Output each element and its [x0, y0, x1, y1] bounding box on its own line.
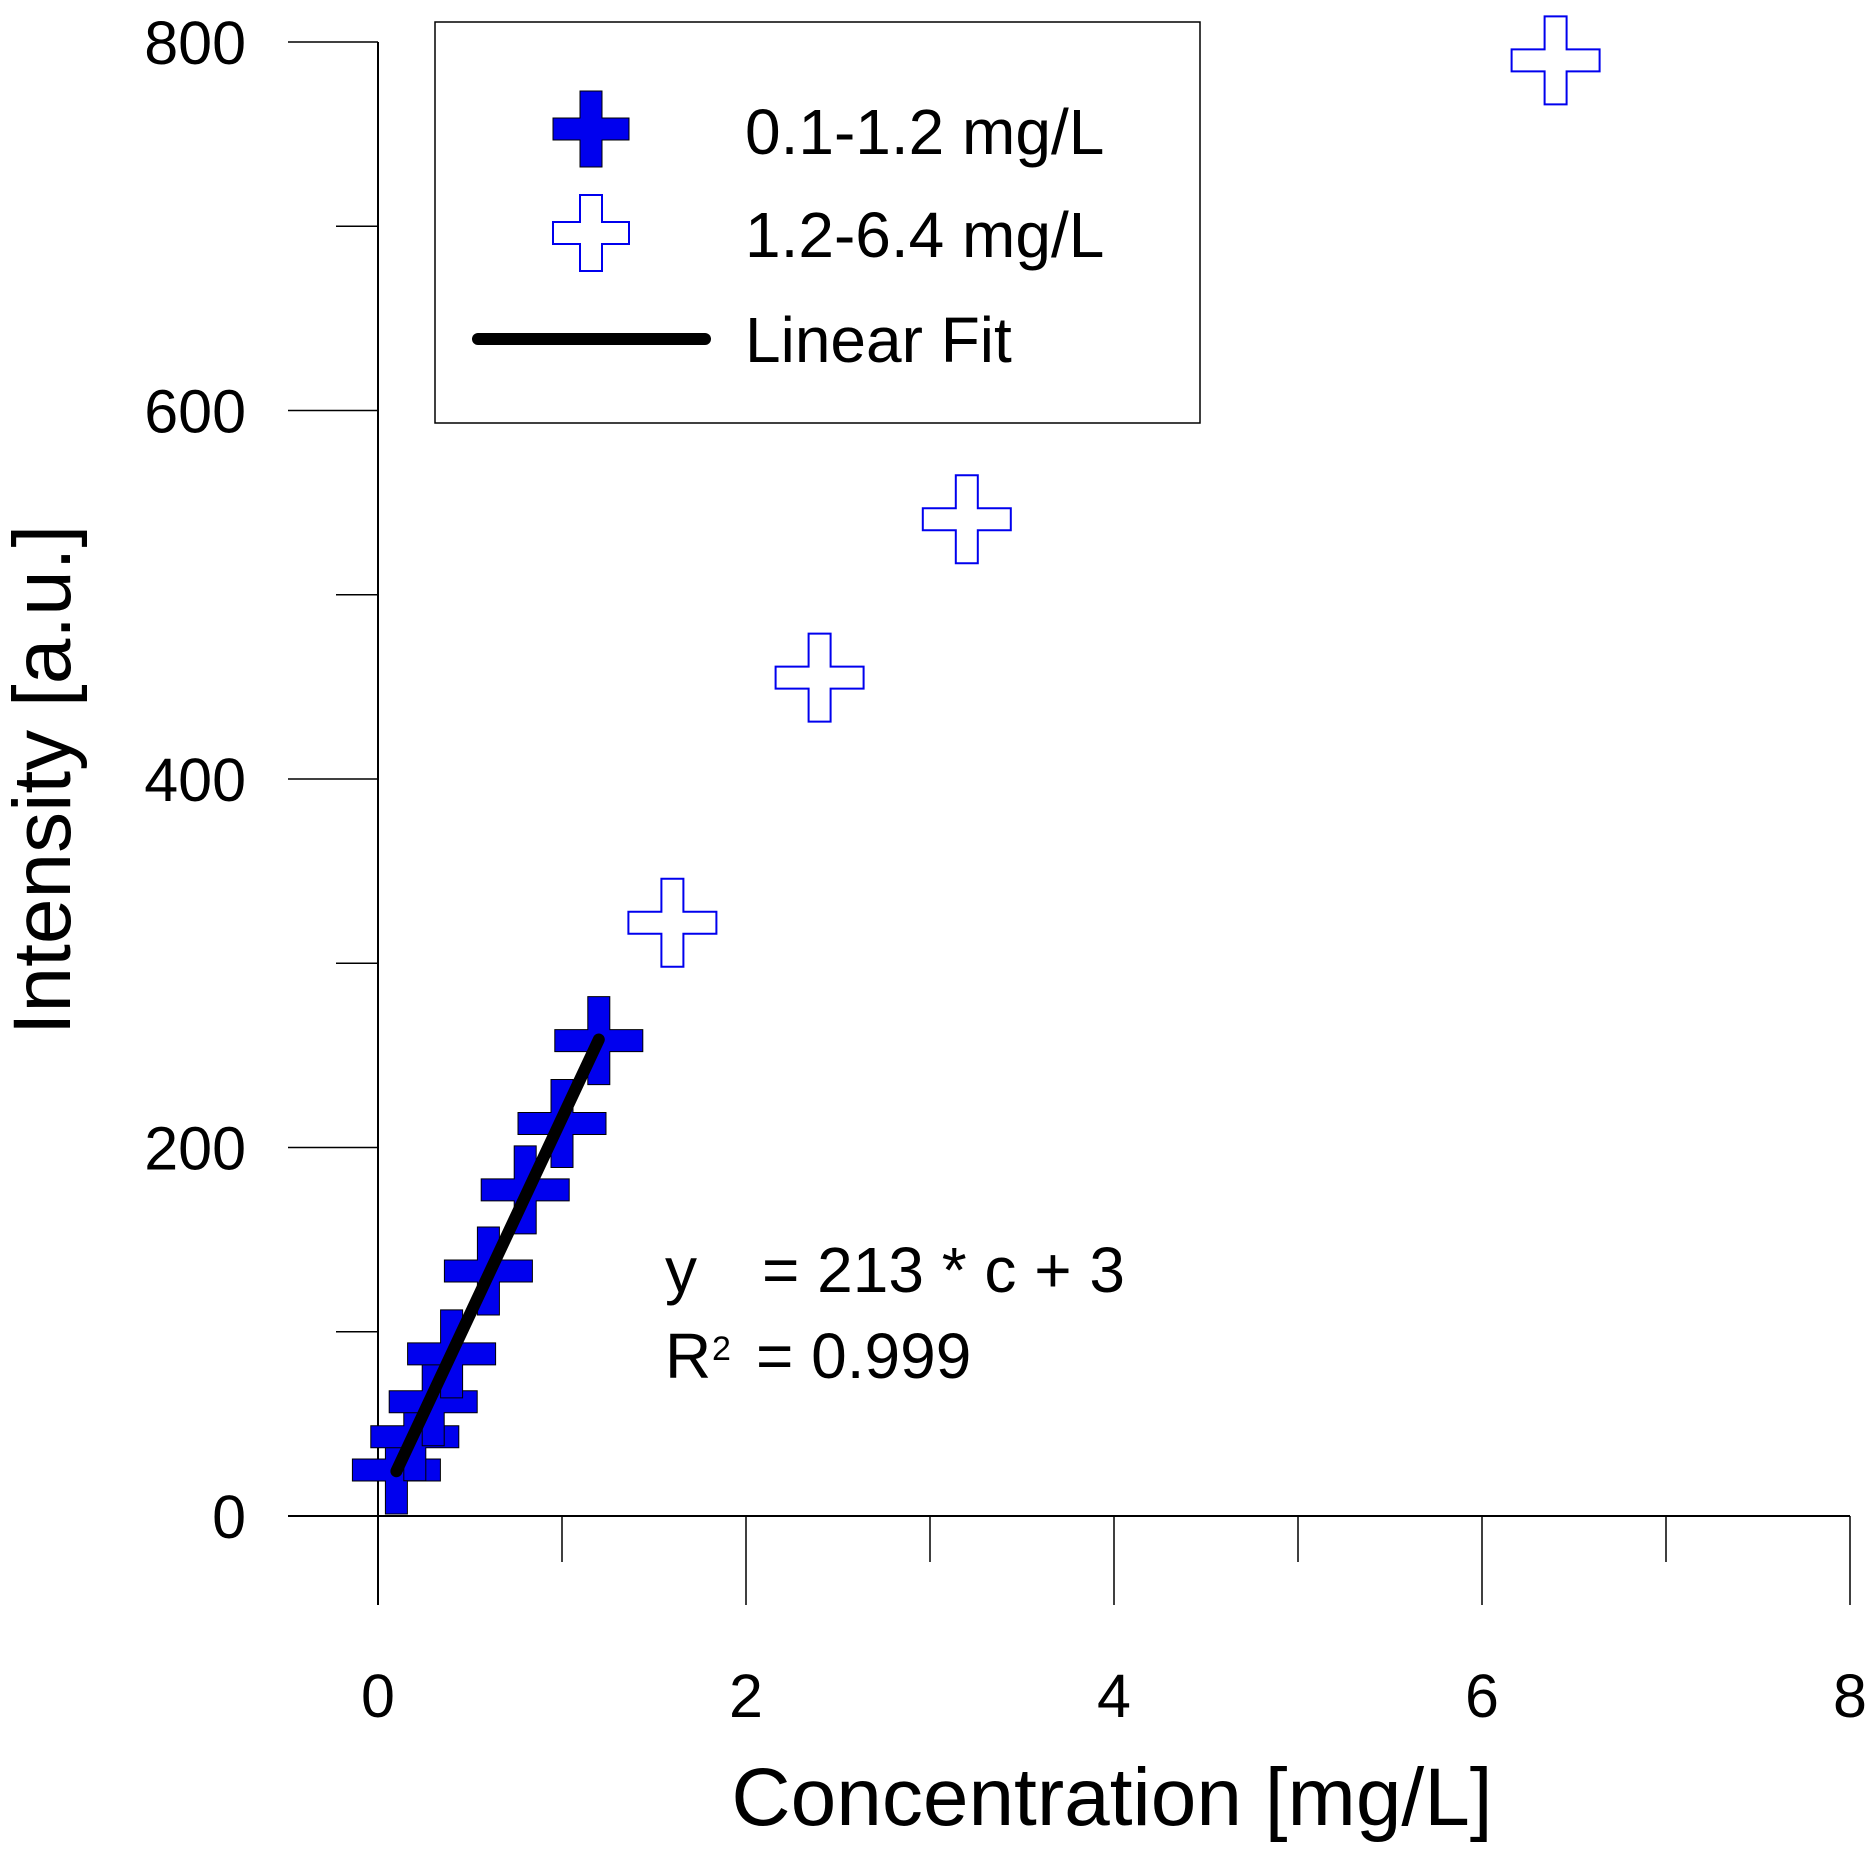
- y-tick-label: 0: [212, 1483, 246, 1551]
- x-axis-title: Concentration [mg/L]: [731, 1752, 1492, 1843]
- x-tick-label: 8: [1833, 1662, 1867, 1730]
- x-tick-label: 6: [1465, 1662, 1499, 1730]
- x-tick-label: 0: [361, 1662, 395, 1730]
- axes: [288, 42, 1850, 1605]
- legend-markers: [552, 90, 630, 272]
- legend-label-series-1: 0.1-1.2 mg/L: [745, 96, 1104, 168]
- tick-marks: [288, 41, 1851, 1605]
- legend-marker-series-2: [552, 194, 630, 272]
- legend-marker-series-1: [552, 90, 630, 168]
- fit-equation: y = 213 * c + 3 R 2 = 0.999: [665, 1234, 1125, 1392]
- x-tick-label: 2: [729, 1662, 763, 1730]
- data-point-series-2: [1510, 15, 1601, 106]
- equation-y: y: [665, 1234, 697, 1306]
- equation-rhs: = 213 * c + 3: [762, 1234, 1125, 1306]
- r-squared-label: R: [665, 1320, 711, 1392]
- r-squared-value: = 0.999: [756, 1320, 971, 1392]
- fit-line: [390, 1033, 605, 1478]
- r-squared-superscript: 2: [712, 1330, 731, 1368]
- data-point-series-2: [921, 474, 1012, 565]
- linear-fit: [390, 1033, 605, 1478]
- y-tick-label: 600: [144, 378, 246, 446]
- data-point-series-2: [627, 877, 718, 968]
- legend-label-series-2: 1.2-6.4 mg/L: [745, 199, 1104, 271]
- data-point-series-2: [774, 632, 865, 723]
- x-tick-label: 4: [1097, 1662, 1131, 1730]
- y-axis-title: Intensity [a.u.]: [0, 525, 88, 1036]
- legend: 0.1-1.2 mg/L 1.2-6.4 mg/L Linear Fit: [434, 21, 1201, 424]
- y-tick-label: 800: [144, 9, 246, 77]
- legend-label-fit: Linear Fit: [745, 304, 1012, 376]
- y-tick-label: 200: [144, 1115, 246, 1183]
- tick-labels: 0 2 4 6 8 0 200 400 600 800: [144, 9, 1867, 1730]
- y-tick-label: 400: [144, 746, 246, 814]
